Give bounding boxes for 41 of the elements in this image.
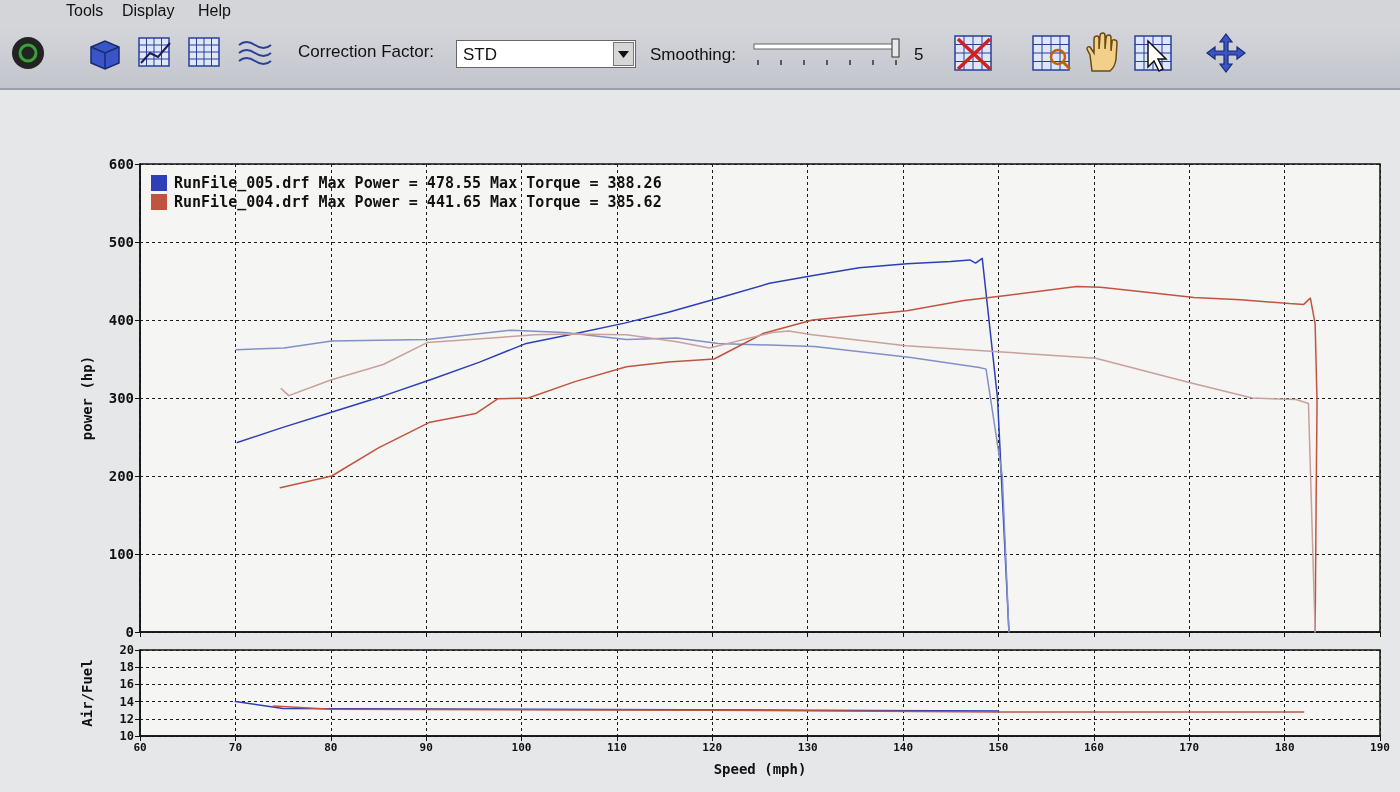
text: Correction Factor: xyxy=(298,42,435,62)
y-tick-label: 20 xyxy=(119,643,134,657)
x-axis-title: Speed (mph) xyxy=(713,761,807,777)
text: Help xyxy=(198,2,231,20)
text: Smoothing: xyxy=(650,45,736,65)
text: Tools xyxy=(66,2,104,20)
x-tick-label: 190 xyxy=(1370,741,1390,754)
line-series xyxy=(272,705,1305,713)
text: 5 xyxy=(914,45,924,65)
y-tick-label: 10 xyxy=(119,729,134,743)
y-tick-label: 500 xyxy=(108,234,134,250)
x-tick-label: 60 xyxy=(133,741,147,754)
y-tick-label: 18 xyxy=(119,660,134,675)
x-tick-label: 100 xyxy=(511,741,532,754)
x-tick-label: 110 xyxy=(606,741,627,754)
x-tick-label: 160 xyxy=(1083,741,1104,754)
y-tick-label: 400 xyxy=(108,312,134,328)
y-tick-label: 12 xyxy=(119,711,134,726)
legend-label: RunFile_005.drf Max Power = 478.55 Max Torque = 388.26 xyxy=(174,174,662,192)
y-tick-label: 600 xyxy=(108,156,134,172)
x-tick-label: 150 xyxy=(988,741,1009,754)
y-tick-label: 16 xyxy=(119,677,134,692)
line-series xyxy=(235,329,1010,633)
y-tick-label: 14 xyxy=(119,694,134,709)
y-tick-label: 0 xyxy=(125,624,134,640)
y-axis-title: Air/Fuel xyxy=(79,659,95,727)
x-tick-label: 140 xyxy=(893,741,914,754)
y-tick-label: 300 xyxy=(108,390,134,406)
x-tick-label: 90 xyxy=(419,741,433,754)
y-tick-label: 100 xyxy=(108,546,134,562)
y-tick-label: 200 xyxy=(108,468,134,484)
x-tick-label: 80 xyxy=(324,741,338,754)
dropdown: STD xyxy=(456,40,636,68)
x-tick-label: 170 xyxy=(1179,741,1200,754)
y-axis-title: power (hp) xyxy=(79,355,95,441)
x-tick-label: 130 xyxy=(797,741,818,754)
x-tick-label: 70 xyxy=(228,741,243,754)
x-tick-label: 120 xyxy=(702,741,723,754)
legend-label: RunFile_004.drf Max Power = 441.65 Max Torque = 385.62 xyxy=(174,193,662,211)
x-tick-label: 180 xyxy=(1274,741,1295,754)
text: Display xyxy=(122,2,175,20)
